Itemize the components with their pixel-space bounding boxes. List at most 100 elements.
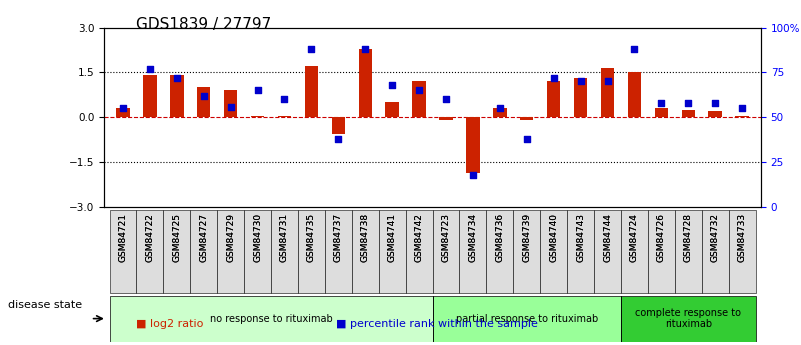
Point <box>305 46 318 52</box>
FancyBboxPatch shape <box>191 210 217 293</box>
Bar <box>413 81 426 117</box>
Text: GSM84737: GSM84737 <box>334 213 343 262</box>
FancyBboxPatch shape <box>298 210 325 293</box>
Point <box>359 46 372 52</box>
Bar <box>466 117 480 172</box>
Point <box>413 88 425 93</box>
Bar <box>628 72 641 117</box>
Text: GSM84724: GSM84724 <box>630 213 639 262</box>
Point <box>601 79 614 84</box>
Text: GSM84729: GSM84729 <box>226 213 235 262</box>
FancyBboxPatch shape <box>433 296 621 342</box>
Text: GSM84725: GSM84725 <box>172 213 181 262</box>
Point <box>332 136 344 141</box>
FancyBboxPatch shape <box>567 210 594 293</box>
FancyBboxPatch shape <box>271 210 298 293</box>
FancyBboxPatch shape <box>217 210 244 293</box>
Text: disease state: disease state <box>8 300 83 310</box>
Text: GSM84735: GSM84735 <box>307 213 316 262</box>
Bar <box>143 76 157 117</box>
Text: GSM84723: GSM84723 <box>441 213 450 262</box>
FancyBboxPatch shape <box>163 210 191 293</box>
FancyBboxPatch shape <box>460 210 486 293</box>
Text: GSM84739: GSM84739 <box>522 213 531 262</box>
FancyBboxPatch shape <box>729 210 755 293</box>
FancyBboxPatch shape <box>352 210 379 293</box>
Point <box>197 93 210 99</box>
Text: GSM84730: GSM84730 <box>253 213 262 262</box>
Text: no response to rituximab: no response to rituximab <box>210 314 332 324</box>
Bar <box>385 102 399 117</box>
Text: GSM84724: GSM84724 <box>630 213 639 262</box>
FancyBboxPatch shape <box>110 296 433 342</box>
Bar <box>170 76 183 117</box>
Text: GSM84740: GSM84740 <box>549 213 558 262</box>
Text: GSM84729: GSM84729 <box>226 213 235 262</box>
Bar <box>493 108 506 117</box>
Text: GSM84732: GSM84732 <box>710 213 719 262</box>
FancyBboxPatch shape <box>621 210 648 293</box>
Bar <box>304 67 318 117</box>
FancyBboxPatch shape <box>136 210 163 293</box>
Bar <box>682 110 695 117</box>
Bar <box>251 116 264 117</box>
FancyBboxPatch shape <box>702 210 729 293</box>
FancyBboxPatch shape <box>405 210 433 293</box>
Text: GSM84743: GSM84743 <box>576 213 585 262</box>
FancyBboxPatch shape <box>379 210 405 293</box>
Text: GSM84733: GSM84733 <box>738 213 747 262</box>
Text: GSM84741: GSM84741 <box>388 213 396 262</box>
Point <box>440 97 453 102</box>
Bar <box>520 117 533 120</box>
Text: GSM84730: GSM84730 <box>253 213 262 262</box>
Text: GSM84738: GSM84738 <box>360 213 370 262</box>
FancyBboxPatch shape <box>110 210 136 293</box>
Text: GSM84737: GSM84737 <box>334 213 343 262</box>
Text: GSM84736: GSM84736 <box>495 213 505 262</box>
Text: GSM84742: GSM84742 <box>415 213 424 262</box>
Bar <box>654 108 668 117</box>
Text: GSM84739: GSM84739 <box>522 213 531 262</box>
Point <box>547 75 560 81</box>
Point <box>574 79 587 84</box>
Text: complete response to
rituximab: complete response to rituximab <box>635 308 741 329</box>
Text: GSM84728: GSM84728 <box>684 213 693 262</box>
FancyBboxPatch shape <box>594 210 621 293</box>
Point <box>709 100 722 106</box>
Text: GSM84727: GSM84727 <box>199 213 208 262</box>
FancyBboxPatch shape <box>513 210 540 293</box>
Text: GSM84727: GSM84727 <box>199 213 208 262</box>
Text: GSM84725: GSM84725 <box>172 213 181 262</box>
FancyBboxPatch shape <box>674 210 702 293</box>
Point <box>117 106 130 111</box>
FancyBboxPatch shape <box>433 210 460 293</box>
Point <box>682 100 694 106</box>
Text: GSM84743: GSM84743 <box>576 213 585 262</box>
Point <box>466 172 479 177</box>
Text: GSM84741: GSM84741 <box>388 213 396 262</box>
FancyBboxPatch shape <box>540 210 567 293</box>
Text: GSM84744: GSM84744 <box>603 213 612 262</box>
Text: GSM84742: GSM84742 <box>415 213 424 262</box>
Point <box>171 75 183 81</box>
Bar <box>547 81 561 117</box>
Text: GSM84726: GSM84726 <box>657 213 666 262</box>
Text: ■ log2 ratio: ■ log2 ratio <box>136 319 203 329</box>
Text: GSM84738: GSM84738 <box>360 213 370 262</box>
Text: GSM84723: GSM84723 <box>441 213 450 262</box>
Text: GSM84731: GSM84731 <box>280 213 289 262</box>
Bar <box>332 117 345 134</box>
Text: GSM84735: GSM84735 <box>307 213 316 262</box>
Text: GSM84726: GSM84726 <box>657 213 666 262</box>
Point <box>655 100 668 106</box>
Point <box>521 136 533 141</box>
Point <box>386 82 399 88</box>
FancyBboxPatch shape <box>621 296 755 342</box>
Point <box>143 66 156 72</box>
Text: ■ percentile rank within the sample: ■ percentile rank within the sample <box>336 319 538 329</box>
Point <box>628 46 641 52</box>
Text: GSM84728: GSM84728 <box>684 213 693 262</box>
Bar <box>708 111 722 117</box>
Text: GSM84732: GSM84732 <box>710 213 719 262</box>
Bar <box>601 68 614 117</box>
